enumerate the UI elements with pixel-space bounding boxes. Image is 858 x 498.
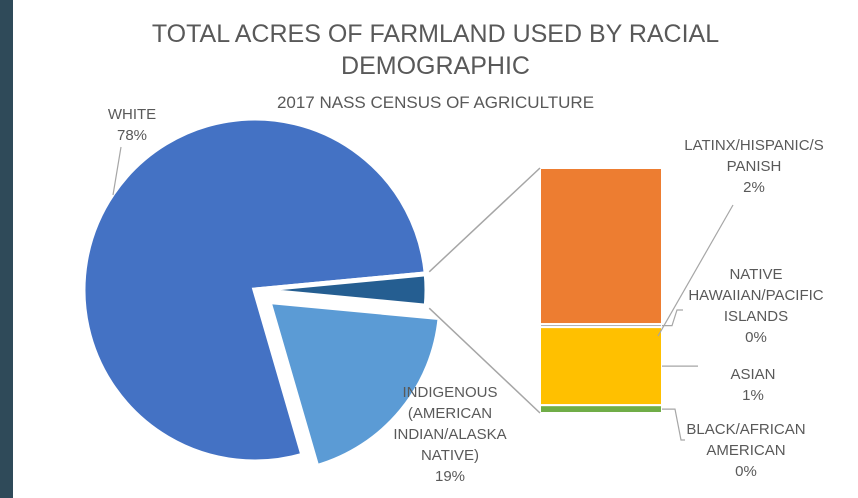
label-latinx-line-1: LATINX/HISPANIC/S — [684, 137, 824, 154]
pie-slice-indigenous — [265, 298, 443, 470]
label-black-value: 0% — [735, 463, 757, 480]
leader-line-black — [662, 408, 685, 441]
connector-line-bottom — [428, 307, 541, 414]
label-white: WHITE 78% — [87, 104, 177, 146]
label-latinx-line-2: PANISH — [726, 158, 782, 175]
label-indigenous-line-3: INDIAN/ALASKA — [393, 426, 507, 443]
bar-segment-black — [539, 404, 663, 415]
label-native-hawaiian: NATIVE HAWAIIAN/PACIFIC ISLANDS 0% — [671, 264, 841, 348]
label-black: BLACK/AFRICAN AMERICAN 0% — [671, 419, 821, 482]
leader-line-white — [112, 146, 122, 196]
label-asian-name: ASIAN — [730, 366, 776, 383]
bar-segment-asian — [539, 326, 663, 407]
chart-title-line-2: DEMOGRAPHIC — [341, 52, 530, 80]
label-latinx-value: 2% — [743, 179, 765, 196]
pie-slice-other — [254, 271, 430, 309]
label-asian: ASIAN 1% — [703, 364, 803, 406]
label-black-line-1: BLACK/AFRICAN — [686, 421, 806, 438]
chart-frame: TOTAL ACRES OF FARMLAND USED BY RACIAL D… — [13, 0, 858, 498]
label-indigenous-line-4: NATIVE) — [420, 447, 480, 464]
label-latinx: LATINX/HISPANIC/S PANISH 2% — [668, 135, 840, 198]
label-indigenous: INDIGENOUS (AMERICAN INDIAN/ALASKA NATIV… — [375, 382, 525, 487]
connector-line-top — [428, 167, 541, 273]
chart-subtitle: 2017 NASS CENSUS OF AGRICULTURE — [276, 93, 595, 112]
label-indigenous-value: 19% — [434, 468, 466, 485]
label-native-hawaiian-line-3: ISLANDS — [723, 308, 789, 325]
bar-segment-latinx — [539, 167, 663, 326]
label-native-hawaiian-line-2: HAWAIIAN/PACIFIC — [688, 287, 824, 304]
label-indigenous-line-2: (AMERICAN — [407, 405, 493, 422]
label-white-value: 78% — [116, 127, 148, 144]
bar-of-pie-chart — [80, 115, 734, 470]
label-indigenous-line-1: INDIGENOUS — [402, 384, 498, 401]
chart-title: TOTAL ACRES OF FARMLAND USED BY RACIAL D… — [13, 18, 858, 82]
leader-line-native-hawaiian — [662, 309, 683, 327]
label-native-hawaiian-value: 0% — [745, 329, 767, 346]
leader-line-latinx — [657, 204, 734, 337]
label-black-line-2: AMERICAN — [706, 442, 786, 459]
label-native-hawaiian-line-1: NATIVE — [729, 266, 783, 283]
label-asian-value: 1% — [742, 387, 764, 404]
label-white-name: WHITE — [107, 106, 157, 123]
chart-title-line-1: TOTAL ACRES OF FARMLAND USED BY RACIAL — [151, 20, 720, 48]
